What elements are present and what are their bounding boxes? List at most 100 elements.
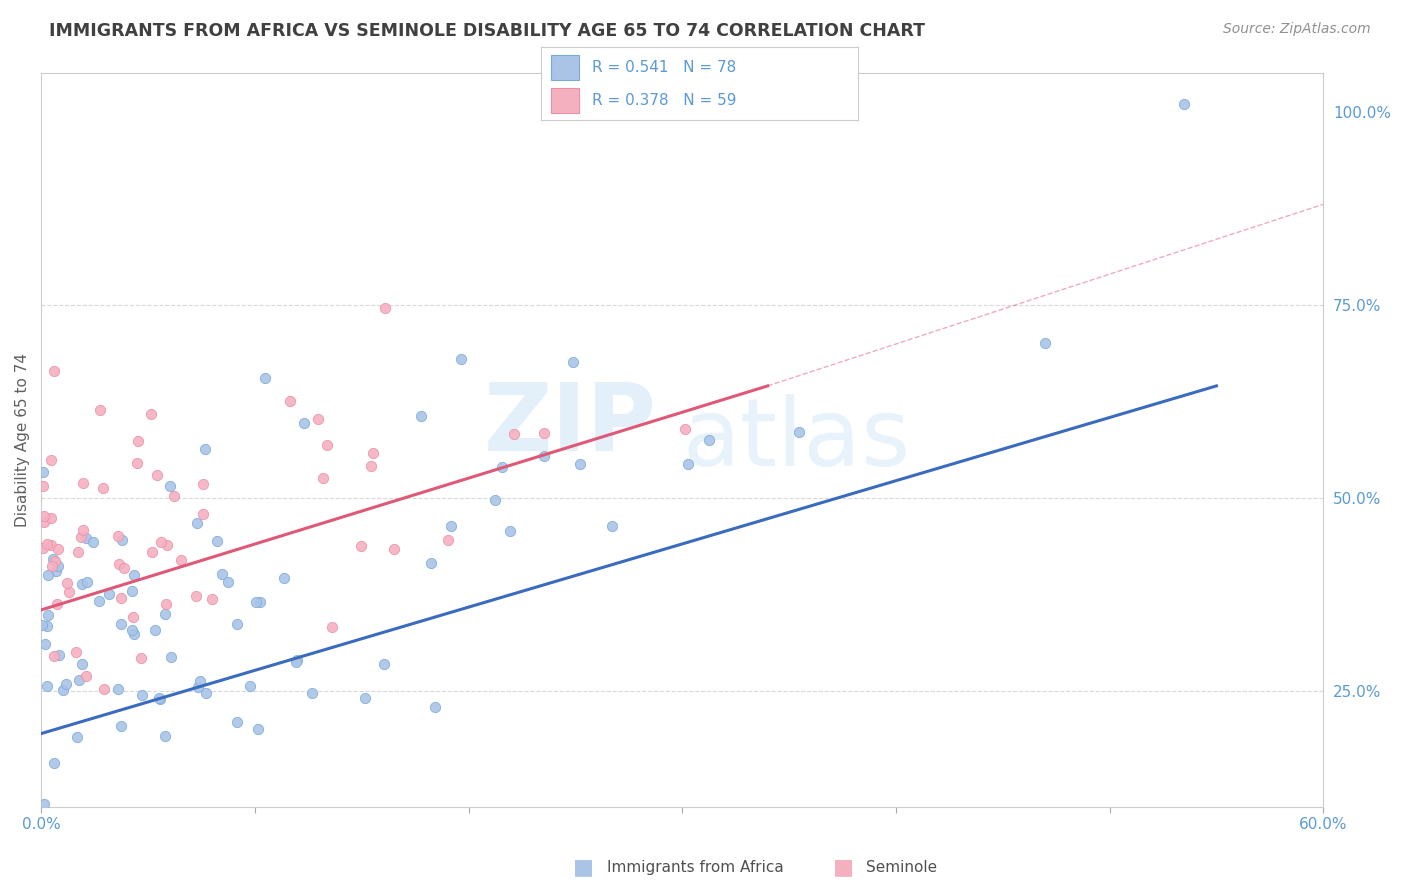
Point — [67, 673, 90, 687]
Point — [42, 552, 65, 566]
Point — [41, 559, 63, 574]
Text: Source: ZipAtlas.com: Source: ZipAtlas.com — [1223, 22, 1371, 37]
Point — [131, 688, 153, 702]
Point — [39, 511, 62, 525]
Point — [37, 608, 59, 623]
Point — [110, 719, 132, 733]
Point — [52, 682, 75, 697]
Point — [121, 583, 143, 598]
Point — [70, 657, 93, 672]
Point — [65, 645, 87, 659]
Point — [42, 364, 65, 378]
Point — [31, 618, 53, 632]
Point — [89, 403, 111, 417]
Point — [533, 425, 555, 440]
Point — [374, 301, 396, 315]
Point — [110, 617, 132, 632]
Point — [350, 539, 373, 553]
Point — [129, 650, 152, 665]
Point — [1033, 336, 1056, 351]
Point — [254, 371, 277, 385]
Point — [156, 538, 179, 552]
Point — [55, 576, 77, 591]
Point — [122, 627, 145, 641]
Point — [48, 648, 70, 662]
Point — [301, 686, 323, 700]
Point — [239, 679, 262, 693]
Point — [141, 408, 163, 422]
Text: atlas: atlas — [682, 394, 911, 486]
Text: ■: ■ — [834, 857, 853, 877]
Point — [484, 493, 506, 508]
Point — [46, 597, 69, 611]
Point — [676, 458, 699, 472]
Point — [66, 730, 89, 744]
Point — [34, 637, 56, 651]
Point — [42, 756, 65, 771]
Point — [69, 530, 91, 544]
Point — [107, 529, 129, 543]
Point — [561, 355, 583, 369]
Point — [409, 409, 432, 423]
Point — [141, 545, 163, 559]
Point — [155, 607, 177, 621]
Point — [354, 691, 377, 706]
Point — [217, 574, 239, 589]
Point — [155, 598, 177, 612]
Point — [205, 534, 228, 549]
Point — [373, 657, 395, 671]
Point — [186, 589, 208, 603]
Text: R = 0.541   N = 78: R = 0.541 N = 78 — [592, 60, 737, 75]
Point — [31, 479, 53, 493]
Point — [87, 594, 110, 608]
Point — [76, 669, 98, 683]
Point — [76, 575, 98, 590]
Point — [32, 516, 55, 530]
Point — [436, 533, 458, 547]
Point — [450, 351, 472, 366]
Point — [32, 509, 55, 524]
Point — [292, 417, 315, 431]
Point — [37, 568, 59, 582]
Point — [46, 559, 69, 574]
Point — [440, 519, 463, 533]
Point — [187, 681, 209, 695]
Point — [278, 394, 301, 409]
Point — [307, 411, 329, 425]
Point — [58, 585, 80, 599]
Point — [55, 677, 77, 691]
Point — [32, 797, 55, 811]
Point — [169, 553, 191, 567]
Point — [72, 475, 94, 490]
Point — [491, 459, 513, 474]
Point — [568, 457, 591, 471]
Point — [122, 609, 145, 624]
Text: ■: ■ — [574, 857, 593, 877]
Point — [194, 442, 217, 456]
Point — [211, 566, 233, 581]
Point — [321, 620, 343, 634]
Point — [191, 508, 214, 522]
Point — [249, 595, 271, 609]
Point — [66, 545, 89, 559]
Point — [75, 531, 97, 545]
Point — [191, 476, 214, 491]
Point — [159, 649, 181, 664]
Point — [245, 595, 267, 609]
Point — [194, 686, 217, 700]
Point — [533, 449, 555, 463]
Point — [44, 554, 66, 568]
Point — [316, 437, 339, 451]
Point — [35, 679, 58, 693]
Point — [45, 564, 67, 578]
Point — [93, 681, 115, 696]
Point — [143, 623, 166, 637]
Point — [149, 535, 172, 549]
Point — [149, 692, 172, 706]
Point — [121, 623, 143, 637]
Point — [225, 616, 247, 631]
Point — [246, 722, 269, 736]
Point — [285, 653, 308, 667]
Point — [190, 674, 212, 689]
Point — [423, 700, 446, 714]
